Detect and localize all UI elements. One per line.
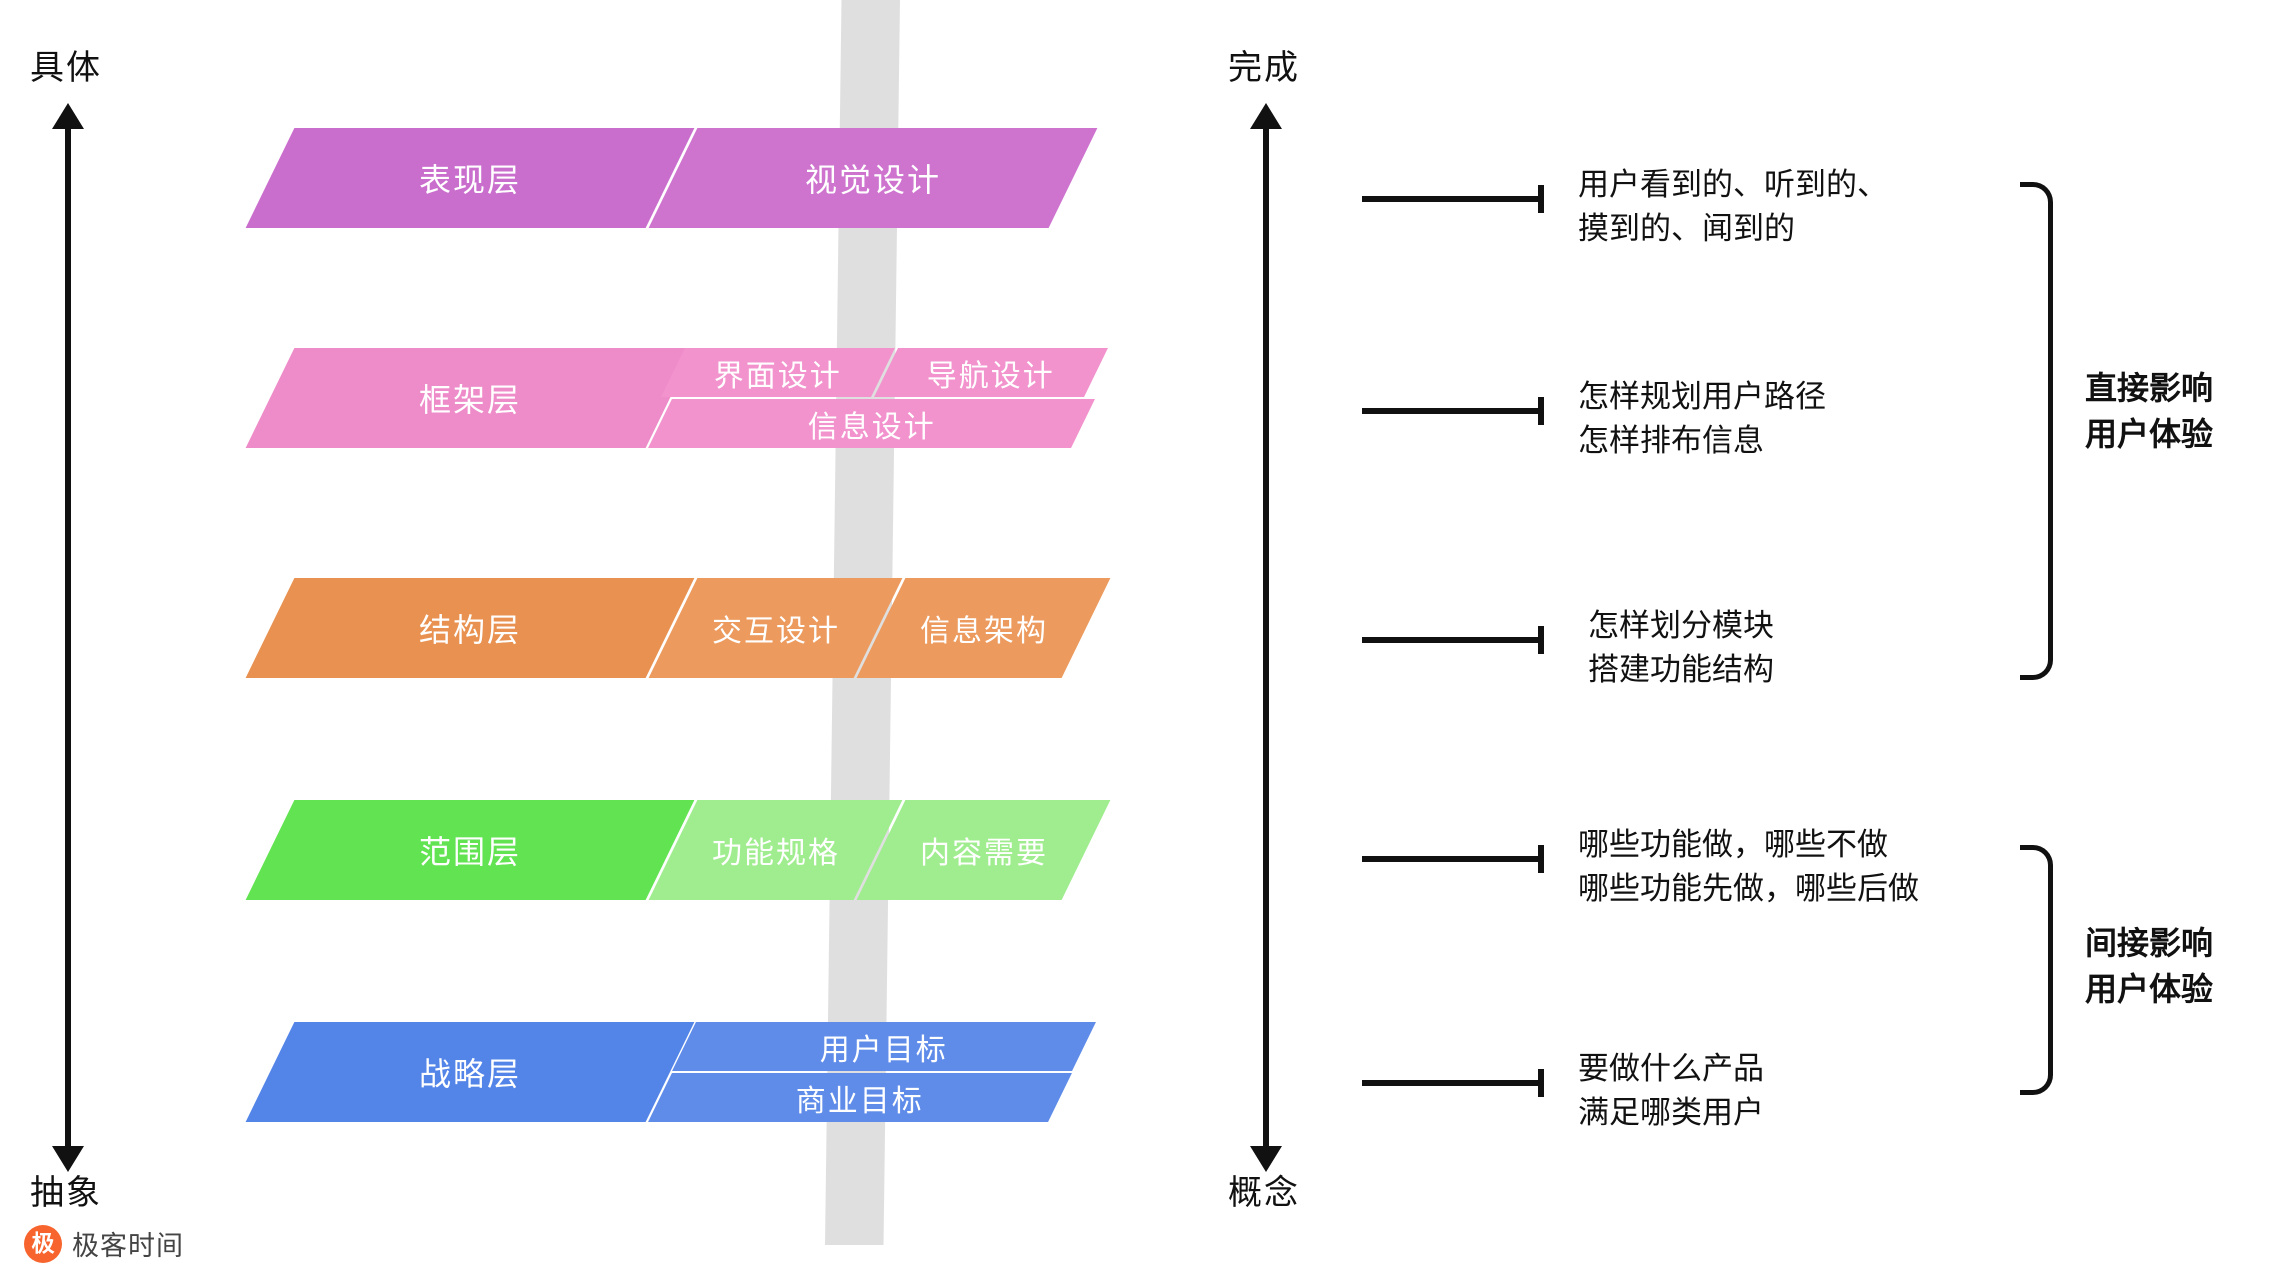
sublayer-label: 导航设计 [927,359,1055,393]
arrow-up-icon [1250,103,1282,129]
arrow-up-icon [52,103,84,129]
leader-line [1362,1069,1544,1097]
note-skeleton: 怎样规划用户路径 怎样排布信息 [1578,375,1826,463]
layer-name-cell: 表现层 [245,128,695,228]
note-line: 怎样划分模块 [1588,608,1774,643]
sublayer-cell: 导航设计 [874,348,1108,397]
bracket-label-line: 间接影响 [2085,925,2214,961]
sublayer-cell: 商业目标 [648,1073,1072,1122]
right-axis-arrow [1250,103,1282,1172]
note-presentation: 用户看到的、听到的、 摸到的、闻到的 [1578,163,1888,251]
sublayer-label: 交互设计 [711,615,840,648]
left-axis-top-label: 具体 [30,49,102,87]
leader-line [1362,185,1544,213]
layer-name-label: 结构层 [418,612,521,648]
bracket-direct-influence [2020,182,2053,680]
bracket-label-line: 用户体验 [2085,416,2214,453]
note-scope: 哪些功能做，哪些不做 哪些功能先做，哪些后做 [1578,823,1919,911]
sublayer-label: 视觉设计 [804,162,941,198]
note-line: 满足哪类用户 [1578,1095,1764,1131]
layer-name-cell: 战略层 [245,1022,695,1122]
left-axis-bottom-label: 抽象 [30,1174,102,1212]
sublayer-label: 功能规格 [711,837,840,870]
note-line: 用户看到的、听到的、 [1578,167,1888,202]
right-axis-bottom-label: 概念 [1228,1174,1300,1212]
note-line: 要做什么产品 [1578,1051,1764,1086]
leader-line [1362,626,1544,654]
layer-name-label: 框架层 [418,382,521,418]
bracket-label-line: 直接影响 [2085,370,2214,406]
sublayer-label: 内容需要 [919,837,1048,870]
leader-line [1362,397,1544,425]
sublayer-cell: 用户目标 [672,1022,1096,1071]
note-line: 搭建功能结构 [1588,652,1774,688]
layer-name-cell: 框架层 [245,348,695,448]
bracket-indirect-influence [2020,845,2053,1095]
sublayer-cell: 信息设计 [648,399,1095,448]
note-line: 哪些功能做，哪些不做 [1578,827,1888,862]
left-axis-arrow [52,103,84,1172]
sublayer-label: 界面设计 [714,359,842,393]
note-line: 怎样规划用户路径 [1578,379,1826,414]
layer-name-label: 表现层 [418,162,521,198]
sublayer-label: 信息架构 [919,615,1048,648]
geekbang-logo[interactable]: 极 极客时间 [24,1224,184,1263]
arrow-down-icon [52,1146,84,1172]
geek-time-logo-icon: 极 [24,1224,62,1263]
note-structure: 怎样划分模块 搭建功能结构 [1588,604,1774,692]
layer-name-label: 范围层 [418,834,521,870]
layer-name-cell: 结构层 [245,578,695,678]
layer-name-label: 战略层 [418,1056,521,1092]
note-line: 怎样排布信息 [1578,423,1764,459]
sublayer-cell: 界面设计 [661,348,895,397]
bracket-direct-label: 直接影响 用户体验 [2085,365,2213,458]
note-line: 哪些功能先做，哪些后做 [1578,871,1919,907]
note-strategy: 要做什么产品 满足哪类用户 [1578,1047,1764,1135]
sublayer-label: 用户目标 [820,1033,948,1067]
sublayer-label: 商业目标 [796,1084,924,1118]
bracket-label-line: 用户体验 [2085,971,2214,1008]
logo-text: 极客时间 [72,1231,184,1261]
arrow-down-icon [1250,1146,1282,1172]
note-line: 摸到的、闻到的 [1578,211,1795,247]
layer-name-cell: 范围层 [245,800,695,900]
sublayer-label: 信息设计 [807,410,936,444]
bracket-indirect-label: 间接影响 用户体验 [2085,920,2213,1013]
leader-line [1362,845,1544,873]
right-axis-top-label: 完成 [1228,49,1300,87]
sublayer-cell: 视觉设计 [648,128,1098,228]
